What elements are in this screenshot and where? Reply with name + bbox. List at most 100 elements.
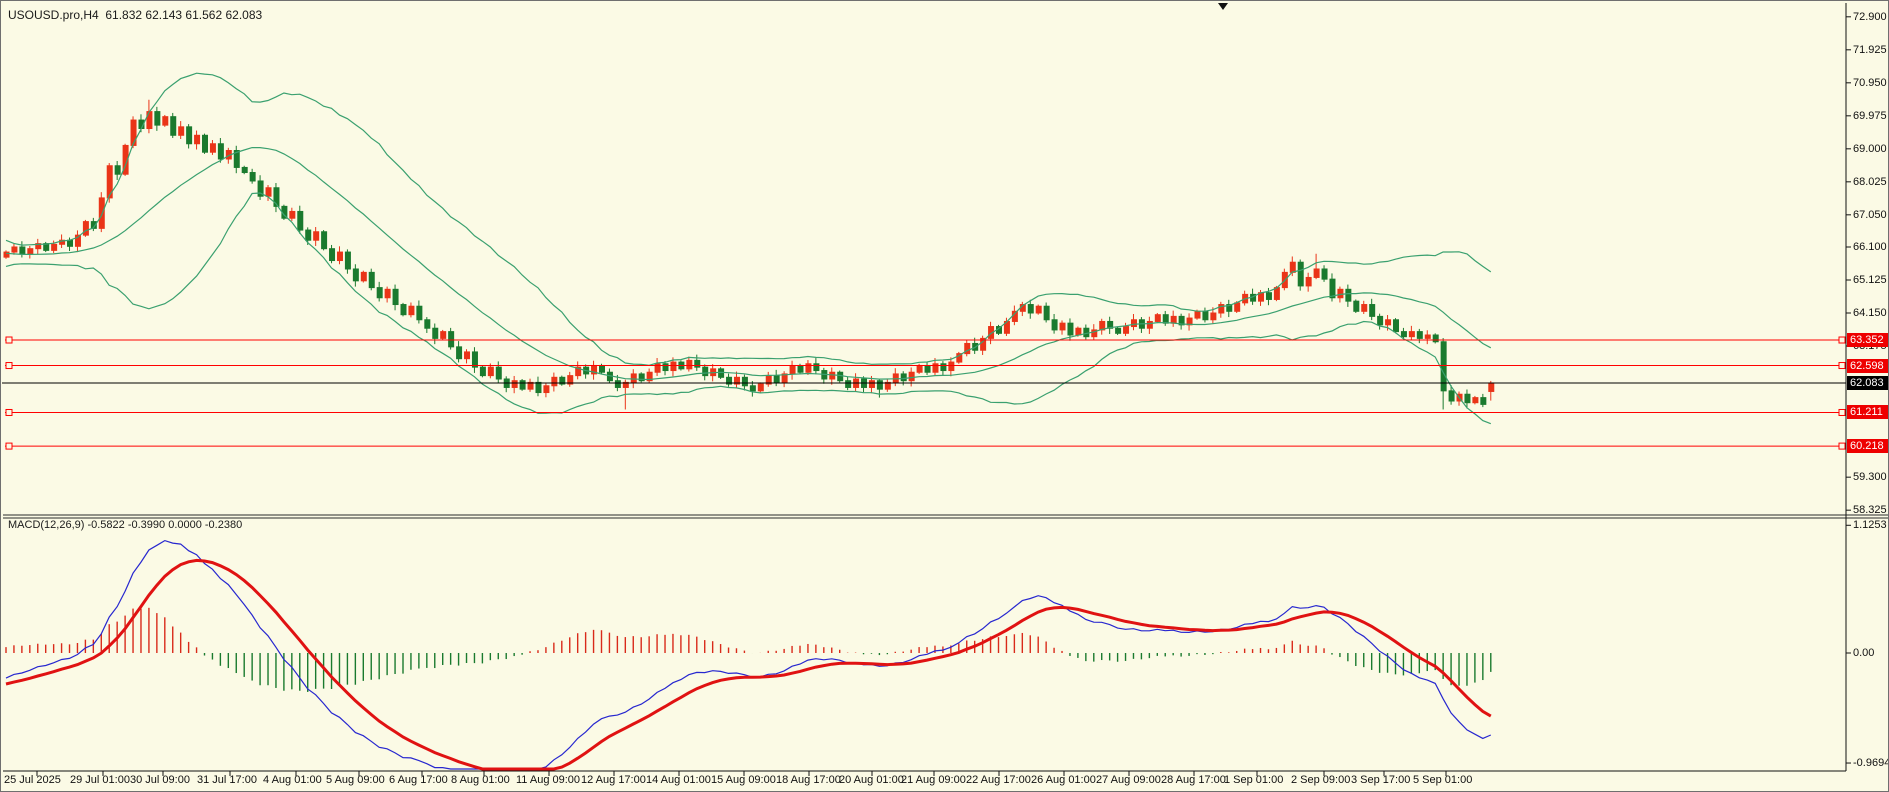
- candle: [74, 234, 81, 247]
- candle: [1305, 276, 1312, 287]
- candle: [3, 251, 10, 258]
- candle: [1424, 334, 1431, 339]
- candle: [1393, 319, 1399, 333]
- time-tick-label: 25 Jul 2025: [4, 774, 61, 786]
- price-tick-label: 72.900: [1853, 10, 1887, 23]
- candle: [519, 380, 526, 390]
- candle: [1345, 288, 1352, 302]
- candle: [1194, 310, 1201, 319]
- candle: [313, 231, 320, 241]
- macd-tick-label: -0.9694: [1853, 757, 1889, 770]
- candle: [1123, 326, 1130, 334]
- candle: [352, 268, 359, 282]
- time-tick-label: 8 Aug 01:00: [451, 774, 510, 786]
- candle: [487, 366, 494, 377]
- scroll-position-marker-icon: [1218, 3, 1228, 10]
- candle: [1313, 268, 1320, 278]
- line-end-marker[interactable]: [5, 336, 13, 344]
- price-tick-label: 67.050: [1853, 208, 1887, 221]
- level-price-flag: 62.598: [1847, 358, 1888, 373]
- candle: [114, 165, 121, 175]
- candle: [408, 305, 415, 316]
- candle: [1218, 304, 1225, 314]
- line-end-marker[interactable]: [1838, 362, 1846, 370]
- time-tick-label: 15 Aug 09:00: [711, 774, 776, 786]
- price-tick-label: 64.150: [1853, 306, 1887, 319]
- bollinger-lower-band: [5, 192, 1492, 425]
- price-tick-label: 58.325: [1853, 504, 1887, 517]
- candle: [908, 371, 915, 382]
- line-end-marker[interactable]: [1838, 336, 1846, 344]
- candle: [297, 210, 304, 231]
- line-end-marker[interactable]: [5, 408, 13, 416]
- candle: [424, 319, 431, 329]
- candle: [241, 166, 248, 174]
- candle: [1162, 314, 1169, 324]
- candle: [217, 143, 224, 160]
- candle: [106, 165, 113, 199]
- candle: [1027, 304, 1034, 314]
- candle: [964, 342, 971, 355]
- candle: [1385, 319, 1392, 326]
- candle: [559, 376, 566, 385]
- candle: [209, 143, 216, 153]
- candle: [837, 371, 844, 382]
- candle: [456, 346, 463, 360]
- candle: [440, 331, 447, 339]
- candle: [829, 371, 836, 380]
- time-tick-label: 20 Aug 01:00: [839, 774, 904, 786]
- candle: [130, 119, 137, 146]
- level-price-flag: 60.218: [1847, 439, 1888, 454]
- candle: [384, 288, 391, 299]
- candle: [321, 231, 328, 250]
- macd-tick-label: 1.1253: [1853, 519, 1887, 532]
- candle: [630, 373, 637, 383]
- price-tick-label: 69.000: [1853, 142, 1887, 155]
- candle: [511, 380, 518, 388]
- line-end-marker[interactable]: [5, 442, 13, 450]
- line-end-marker[interactable]: [5, 362, 13, 370]
- time-tick-label: 3 Sep 17:00: [1351, 774, 1411, 786]
- candle: [11, 246, 18, 253]
- macd-signal-line: [5, 558, 1492, 771]
- candle: [1051, 319, 1058, 331]
- candle: [202, 134, 208, 153]
- candle: [1353, 300, 1360, 312]
- candle: [1416, 331, 1423, 339]
- candle: [956, 353, 963, 363]
- candle: [479, 366, 486, 377]
- candle: [900, 373, 907, 382]
- time-tick-label: 4 Aug 01:00: [263, 774, 322, 786]
- candle: [1154, 314, 1161, 322]
- candle: [1440, 341, 1447, 392]
- candle: [757, 383, 764, 392]
- time-tick-label: 28 Aug 17:00: [1161, 774, 1226, 786]
- time-tick-label: 6 Aug 17:00: [389, 774, 448, 786]
- candle: [845, 380, 852, 388]
- candle: [670, 361, 677, 372]
- candle: [194, 134, 201, 145]
- candle: [932, 363, 939, 373]
- candle: [233, 150, 240, 168]
- candle: [170, 116, 177, 136]
- level-price-flag: 61.211: [1847, 405, 1888, 420]
- candle: [781, 373, 788, 383]
- candle: [1059, 322, 1066, 331]
- current-price-flag: 62.083: [1847, 375, 1888, 390]
- price-tick-label: 59.300: [1853, 471, 1887, 484]
- level-price-flag: 63.352: [1847, 333, 1888, 347]
- candle: [1043, 305, 1050, 321]
- candle: [1170, 315, 1177, 324]
- candle: [924, 364, 931, 373]
- candle: [19, 246, 26, 255]
- line-end-marker[interactable]: [1838, 408, 1846, 416]
- candle: [694, 359, 701, 368]
- candle: [1400, 331, 1407, 338]
- line-end-marker[interactable]: [1838, 442, 1846, 450]
- candle: [1130, 319, 1137, 328]
- candle: [1146, 320, 1153, 329]
- time-tick-label: 29 Jul 01:00: [70, 774, 130, 786]
- candle: [638, 373, 645, 382]
